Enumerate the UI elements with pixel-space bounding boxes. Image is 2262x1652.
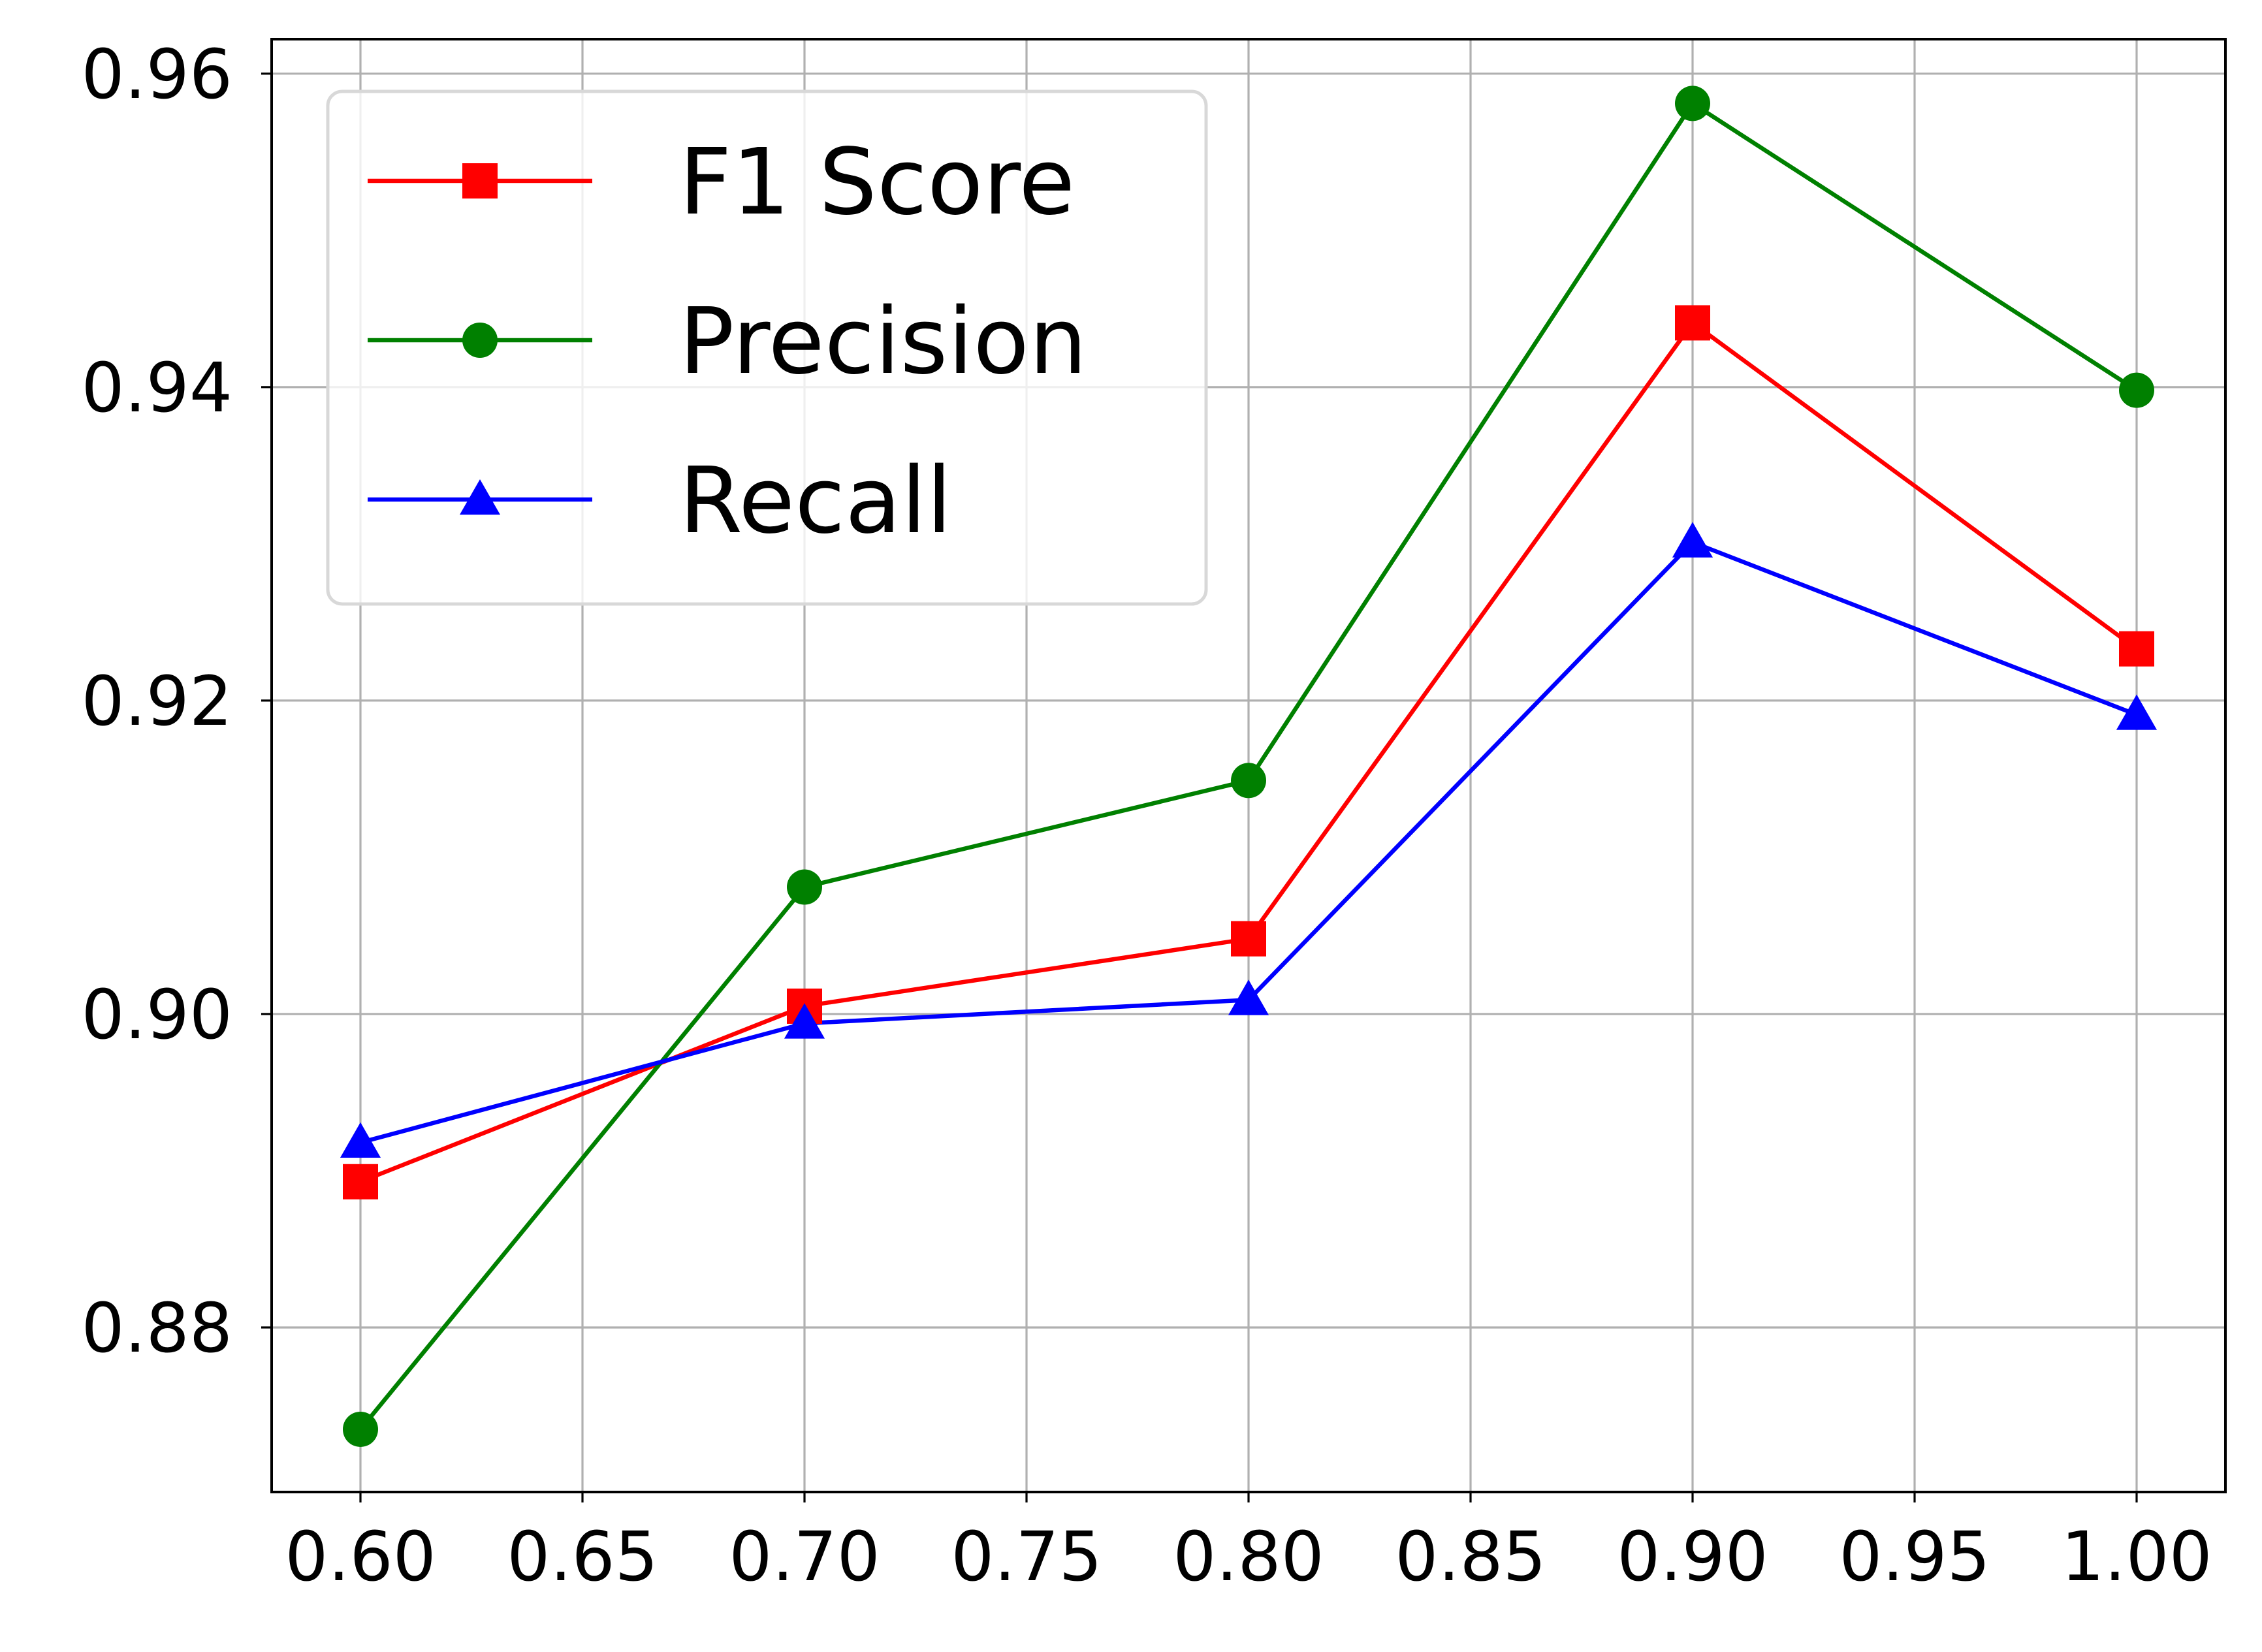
x-tick-label: 0.65	[507, 1517, 658, 1596]
x-tick-label: 0.70	[729, 1517, 880, 1596]
series-markers	[340, 86, 2158, 1447]
y-tick-label: 0.94	[81, 348, 232, 428]
data-point-recall	[340, 1122, 381, 1158]
x-tick-label: 1.00	[2061, 1517, 2212, 1596]
data-point-precision	[787, 869, 822, 905]
data-point-precision	[2119, 372, 2154, 408]
data-point-recall	[1672, 522, 1713, 558]
legend-label-recall: Recall	[679, 448, 952, 554]
data-point-precision	[343, 1411, 378, 1447]
x-tick-label: 0.75	[951, 1517, 1102, 1596]
x-tick-label: 0.60	[285, 1517, 436, 1596]
data-point-f1-score	[2119, 631, 2154, 667]
x-tick-label: 0.85	[1395, 1517, 1546, 1596]
axis-ticks: 0.60 0.65 0.70 0.75 0.80 0.85 0.90 0.95 1.00 0.88…	[81, 35, 2212, 1596]
data-point-recall	[2116, 694, 2158, 730]
legend-label-precision: Precision	[679, 289, 1087, 395]
data-point-recall	[784, 1003, 825, 1039]
legend-marker-f1-score	[462, 163, 498, 199]
legend-marker-recall	[459, 479, 501, 515]
y-tick-label: 0.96	[81, 35, 232, 114]
legend-marker-precision	[462, 323, 498, 358]
data-point-f1-score	[1231, 921, 1266, 957]
y-tick-label: 0.90	[81, 975, 232, 1055]
data-point-precision	[1675, 86, 1710, 121]
legend-label-f1-score: F1 Score	[679, 129, 1075, 236]
data-point-f1-score	[343, 1164, 378, 1199]
y-tick-label: 0.92	[81, 661, 232, 741]
x-tick-label: 0.90	[1617, 1517, 1768, 1596]
data-point-precision	[1231, 763, 1266, 799]
data-point-f1-score	[1675, 305, 1710, 341]
legend-box	[326, 89, 1208, 606]
x-tick-label: 0.95	[1839, 1517, 1990, 1596]
legend: F1 Score Precision Recall	[326, 89, 1208, 606]
y-tick-label: 0.88	[81, 1288, 232, 1368]
data-point-recall	[1228, 979, 1269, 1015]
x-tick-label: 0.80	[1173, 1517, 1324, 1596]
